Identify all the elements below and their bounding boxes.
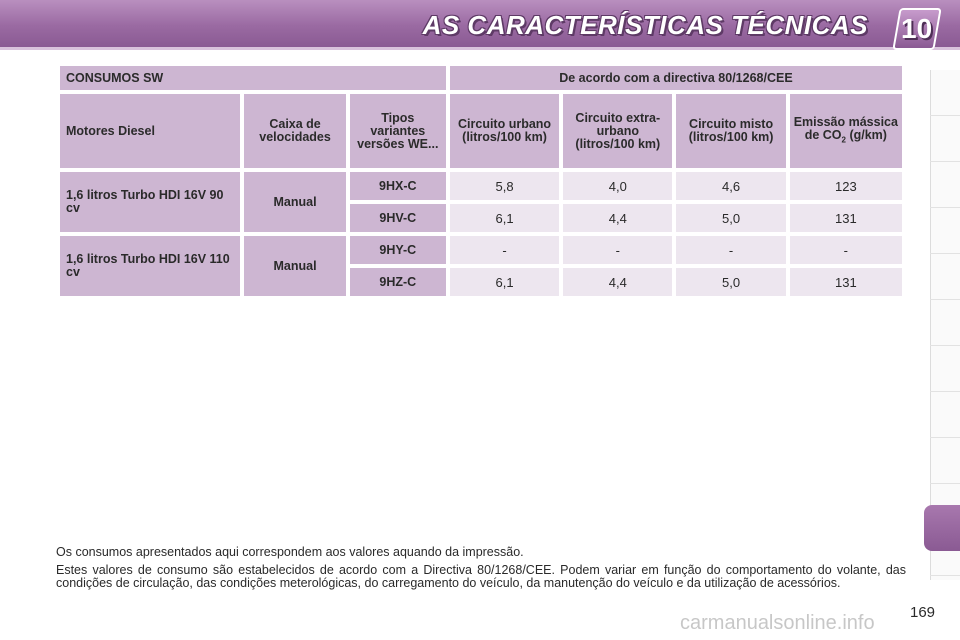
co2-value: 131 [789, 268, 902, 296]
chapter-tab[interactable] [930, 346, 960, 392]
urban-value: 5,8 [449, 172, 560, 200]
table-row: 9HZ-C 6,1 4,4 5,0 131 [60, 268, 902, 296]
chapter-tab[interactable] [930, 392, 960, 438]
co2-label: Emissão mássica de CO [793, 114, 898, 142]
note-paragraph: Estes valores de consumo são estabelecid… [56, 563, 906, 590]
chapter-tab[interactable] [930, 208, 960, 254]
extra-urban-value: - [563, 236, 673, 264]
extra-urban-value: 4,4 [563, 268, 673, 296]
co2-unit: (g/km) [845, 127, 887, 142]
extra-urban-value: 4,4 [563, 204, 673, 232]
chapter-tab[interactable] [930, 438, 960, 484]
chapter-tab[interactable] [930, 254, 960, 300]
chapter-tab[interactable] [930, 300, 960, 346]
page-title: AS CARACTERÍSTICAS TÉCNICAS [422, 10, 868, 40]
mixed-value: 5,0 [676, 268, 786, 296]
chapter-tab-strip [930, 70, 960, 580]
watermark: carmanualsonline.info [680, 612, 875, 634]
co2-value: 131 [789, 204, 902, 232]
table-directive: De acordo com a directiva 80/1268/CEE [449, 66, 902, 90]
chapter-badge: 10 [892, 8, 942, 50]
chapter-tab[interactable] [930, 116, 960, 162]
table-title: CONSUMOS SW [60, 66, 446, 90]
notes-section: Os consumos apresentados aqui correspond… [56, 546, 906, 595]
col-header-mixed: Circuito misto (litros/100 km) [676, 94, 786, 168]
chapter-tab[interactable] [930, 70, 960, 116]
gearbox-cell: Manual [244, 236, 346, 296]
consumption-table: CONSUMOS SW De acordo com a directiva 80… [56, 62, 906, 300]
chapter-tab[interactable] [930, 162, 960, 208]
chapter-tab-active[interactable] [924, 505, 960, 551]
engine-cell: 1,6 litros Turbo HDI 16V 90 cv [60, 172, 241, 232]
co2-subscript: 2 [841, 135, 846, 145]
page-number: 169 [910, 604, 936, 621]
engine-cell: 1,6 litros Turbo HDI 16V 110 cv [60, 236, 241, 296]
chapter-tab[interactable] [930, 530, 960, 576]
urban-value: 6,1 [449, 268, 560, 296]
type-code: 9HZ-C [349, 268, 446, 296]
col-header-types: Tipos variantes versões WE... [349, 94, 446, 168]
page-header: AS CARACTERÍSTICAS TÉCNICAS 10 [0, 0, 960, 50]
urban-value: - [449, 236, 560, 264]
col-header-gearbox: Caixa de velocidades [244, 94, 346, 168]
mixed-value: 4,6 [676, 172, 786, 200]
type-code: 9HY-C [349, 236, 446, 264]
table-row: 1,6 litros Turbo HDI 16V 90 cv Manual 9H… [60, 172, 902, 232]
mixed-value: 5,0 [676, 204, 786, 232]
col-header-engine: Motores Diesel [60, 94, 241, 168]
co2-value: - [789, 236, 902, 264]
type-code: 9HV-C [349, 204, 446, 232]
chapter-number: 10 [901, 13, 933, 44]
table-row: 1,6 litros Turbo HDI 16V 110 cv Manual 9… [60, 236, 902, 296]
co2-value: 123 [789, 172, 902, 200]
table-row: 9HV-C 6,1 4,4 5,0 131 [60, 204, 902, 232]
urban-value: 6,1 [449, 204, 560, 232]
extra-urban-value: 4,0 [563, 172, 673, 200]
gearbox-cell: Manual [244, 172, 346, 232]
col-header-extra-urban: Circuito extra-urbano (litros/100 km) [563, 94, 673, 168]
mixed-value: - [676, 236, 786, 264]
col-header-urban: Circuito urbano (litros/100 km) [449, 94, 560, 168]
col-header-co2: Emissão mássica de CO2 (g/km) [789, 94, 902, 168]
note-paragraph: Os consumos apresentados aqui correspond… [56, 545, 524, 559]
type-code: 9HX-C [349, 172, 446, 200]
